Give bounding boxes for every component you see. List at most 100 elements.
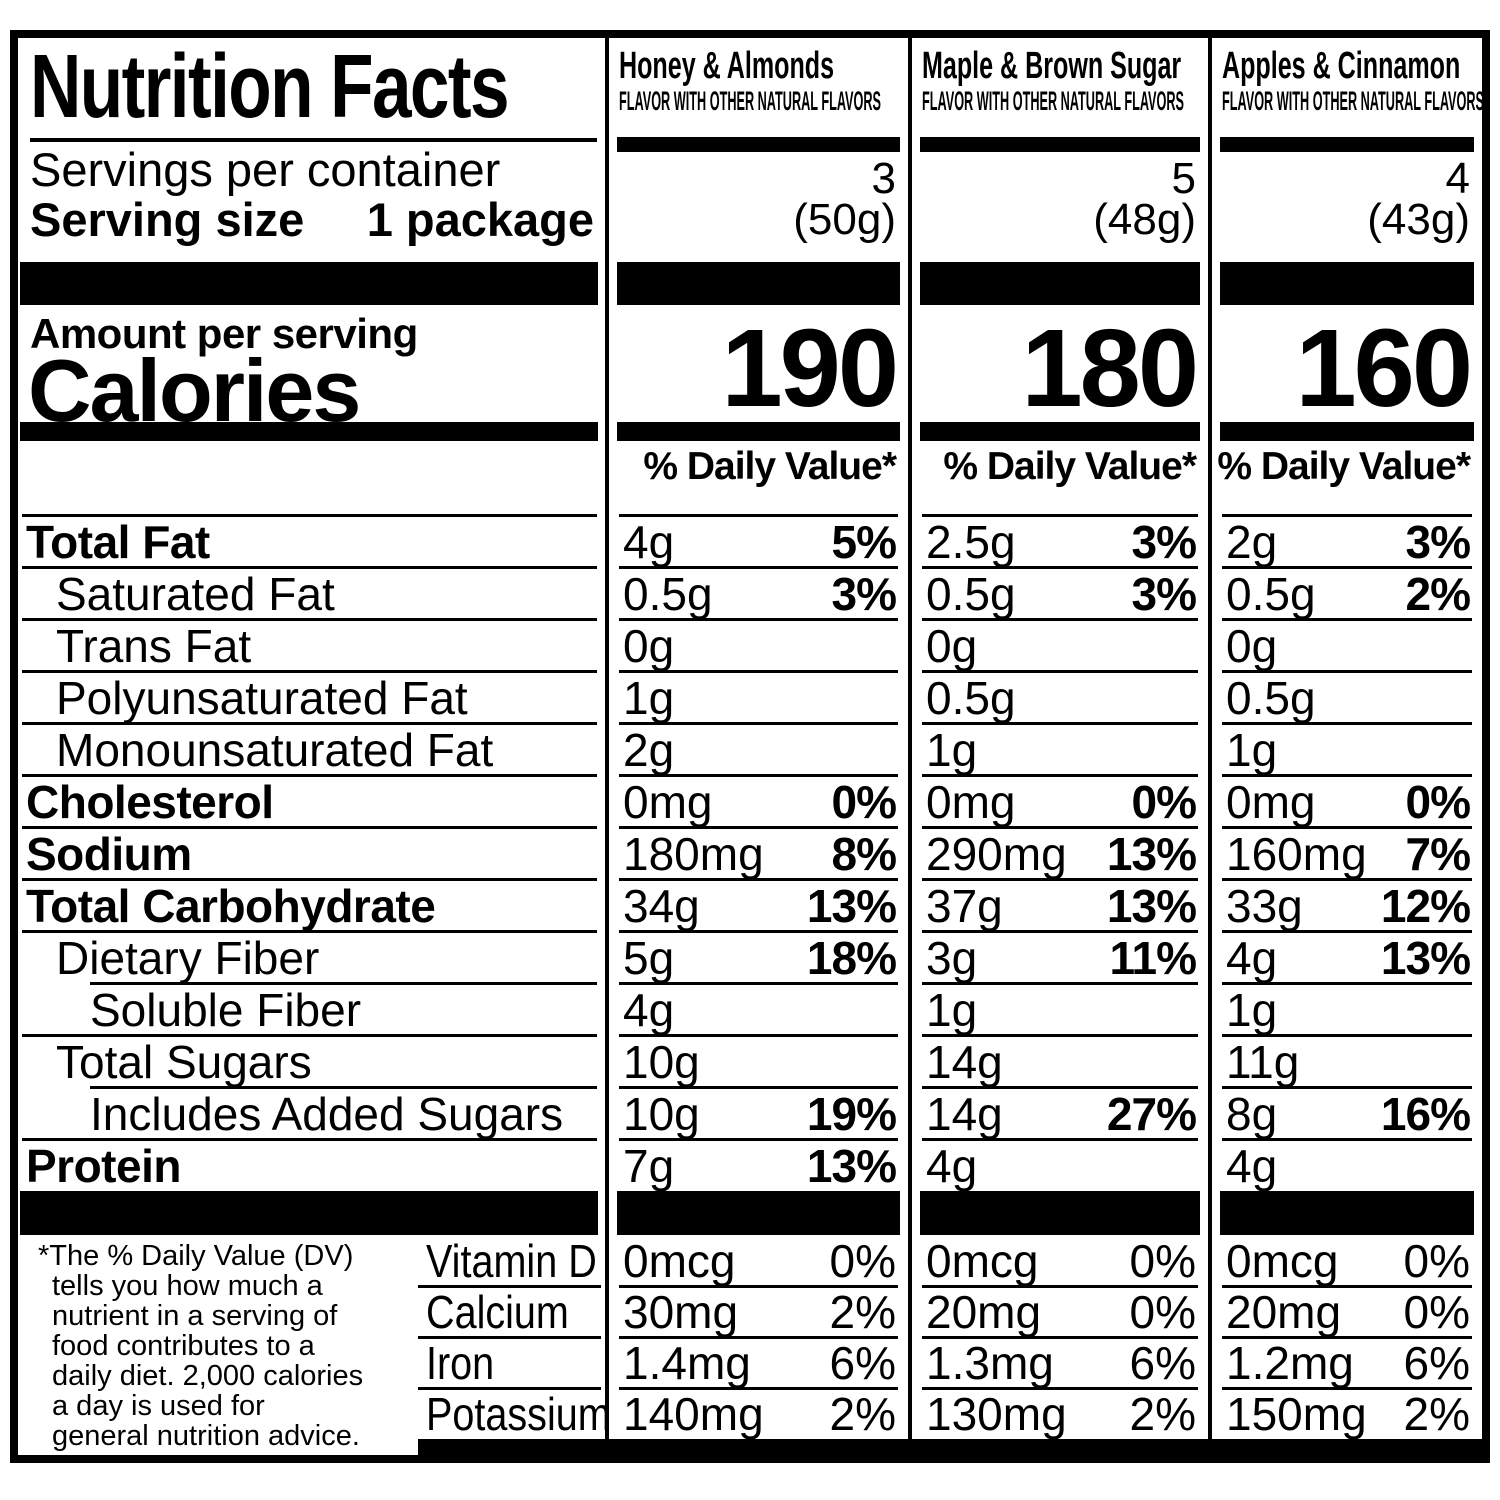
amount-value: 1g [926, 724, 978, 776]
vitamin-value-cell: 0mcg 0% [908, 1235, 1208, 1287]
amount-value: 1.2mg [1226, 1336, 1354, 1389]
vitamin-value-cell: 130mg 2% [908, 1387, 1208, 1440]
bar-segment [18, 262, 605, 305]
amount-value: 10g [623, 1088, 700, 1140]
nutrient-value-cell: 7g 13% [605, 1138, 908, 1193]
amount-value: 4g [623, 516, 675, 568]
nutrient-value-cell: 1g [1208, 722, 1482, 777]
nutrient-value-cell: 1g [605, 670, 908, 725]
vitamin-value-cell: 0mcg 0% [605, 1235, 908, 1287]
amount-value: 1g [623, 672, 675, 724]
vitamin-value-cell: 20mg 0% [1208, 1285, 1482, 1338]
bar-segment [908, 1191, 1208, 1235]
nutrient-row: Monounsaturated Fat 2g 1g 1g [18, 722, 1482, 777]
nutrient-value-cell: 0.5g 3% [605, 566, 908, 621]
daily-value-percent: 2% [829, 1285, 896, 1338]
daily-value-percent: 3% [1131, 516, 1197, 568]
nutrient-row: Saturated Fat 0.5g 3% 0.5g 3% 0.5g 2% [18, 566, 1482, 621]
amount-value: 290mg [926, 828, 1067, 880]
amount-value: 0g [1226, 620, 1278, 672]
amount-value: 0.5g [1226, 672, 1316, 724]
flavor-name: Maple & Brown Sugar [922, 45, 1182, 87]
calories-value-cell: 190 [605, 305, 908, 432]
nutrient-row: Total Sugars 10g 14g 11g [18, 1034, 1482, 1089]
nutrient-row: Includes Added Sugars 10g 19% 14g 27% 8g 16… [18, 1086, 1482, 1141]
amount-value: 0.5g [1226, 568, 1316, 620]
amount-value: 0mcg [1226, 1234, 1339, 1287]
bar-segment [605, 1191, 908, 1235]
page-title: Nutrition Facts [30, 37, 510, 137]
vitamin-value-cell: 1.4mg 6% [605, 1336, 908, 1389]
nutrient-label: Cholesterol [18, 774, 605, 829]
vitamin-label: Iron [418, 1336, 605, 1389]
nutrient-value-cell: 0.5g [1208, 670, 1482, 725]
nutrient-value-cell: 2.5g 3% [908, 514, 1208, 569]
nutrient-value-cell: 4g 13% [1208, 930, 1482, 985]
nutrient-label: Total Carbohydrate [18, 878, 605, 933]
flavor-name: Honey & Almonds [619, 45, 835, 87]
daily-value-percent: 19% [806, 1088, 897, 1140]
nutrient-label: Protein [18, 1138, 605, 1193]
amount-value: 14g [926, 1036, 1003, 1088]
nutrient-value-cell: 34g 13% [605, 878, 908, 933]
servings-per-container-label: Servings per container [30, 143, 501, 196]
nutrient-value-cell: 1g [908, 722, 1208, 777]
bar-segment [908, 262, 1208, 305]
serving-weight: (43g) [1367, 195, 1470, 244]
amount-value: 0mg [1226, 776, 1316, 828]
amount-value: 33g [1226, 880, 1303, 932]
nutrient-row: Cholesterol 0mg 0% 0mg 0% 0mg 0% [18, 774, 1482, 829]
bar-segment [1208, 422, 1482, 441]
amount-value: 0g [926, 620, 978, 672]
flavor-column-header: Apples & Cinnamon FLAVOR WITH OTHER NATU… [1208, 38, 1485, 262]
flavor-column-header: Maple & Brown Sugar FLAVOR WITH OTHER NA… [908, 38, 1208, 262]
amount-value: 0.5g [926, 672, 1016, 724]
section-bar [18, 422, 1482, 441]
daily-value-percent: 16% [1380, 1088, 1471, 1140]
daily-value-percent: 3% [1131, 568, 1197, 620]
amount-value: 4g [623, 984, 675, 1036]
nutrition-facts-label: Nutrition Facts Servings per container S… [10, 30, 1490, 1463]
nutrient-row: Total Carbohydrate 34g 13% 37g 13% 33g 12% [18, 878, 1482, 933]
flavor-name: Apples & Cinnamon [1222, 45, 1461, 87]
amount-value: 11g [1226, 1036, 1300, 1088]
amount-value: 3g [926, 932, 978, 984]
amount-value: 1g [926, 984, 978, 1036]
vitamin-value-cell: 30mg 2% [605, 1285, 908, 1338]
servings-count: 5 [1171, 154, 1196, 203]
nutrient-label: Total Fat [18, 514, 605, 569]
nutrient-value-cell: 11g [1208, 1034, 1482, 1089]
vitamin-value-cell: 1.2mg 6% [1208, 1336, 1482, 1389]
header-section: Nutrition Facts Servings per container S… [18, 37, 1485, 262]
amount-value: 14g [926, 1088, 1003, 1140]
flavor-subtitle: FLAVOR WITH OTHER NATURAL FLAVORS [1222, 86, 1485, 116]
vitamin-value-cell: 150mg 2% [1208, 1387, 1482, 1440]
vitamins-section: *The % Daily Value (DV) tells you how mu… [18, 1235, 1482, 1455]
servings-count: 3 [871, 154, 896, 203]
amount-value: 2g [623, 724, 675, 776]
section-bar [18, 262, 1482, 305]
nutrient-label: Soluble Fiber [18, 982, 605, 1037]
amount-value: 8g [1226, 1088, 1278, 1140]
nutrient-row: Sodium 180mg 8% 290mg 13% 160mg 7% [18, 826, 1482, 881]
nutrient-value-cell: 0g [908, 618, 1208, 673]
daily-value-percent: 13% [806, 880, 897, 932]
daily-value-percent: 6% [1129, 1336, 1196, 1389]
calories-value: 160 [1295, 307, 1473, 430]
nutrient-value-cell: 4g [605, 982, 908, 1037]
daily-value-percent: 27% [1106, 1088, 1197, 1140]
daily-value-percent: 0% [1403, 1285, 1470, 1338]
nutrient-value-cell: 1g [1208, 982, 1482, 1037]
calories-left: Amount per serving Calories [18, 305, 605, 435]
serving-weight: (48g) [1093, 195, 1196, 244]
nutrient-value-cell: 1g [908, 982, 1208, 1037]
amount-value: 150mg [1226, 1387, 1367, 1440]
daily-value-percent: 2% [1403, 1387, 1470, 1440]
amount-value: 0mg [623, 776, 713, 828]
nutrient-value-cell: 2g [605, 722, 908, 777]
bar-segment [1208, 1191, 1482, 1235]
daily-value-percent: 2% [1405, 568, 1471, 620]
daily-value-heading-row: % Daily Value* % Daily Value* % Daily Va… [18, 441, 1482, 515]
nutrient-value-cell: 5g 18% [605, 930, 908, 985]
amount-value: 4g [926, 1140, 978, 1192]
